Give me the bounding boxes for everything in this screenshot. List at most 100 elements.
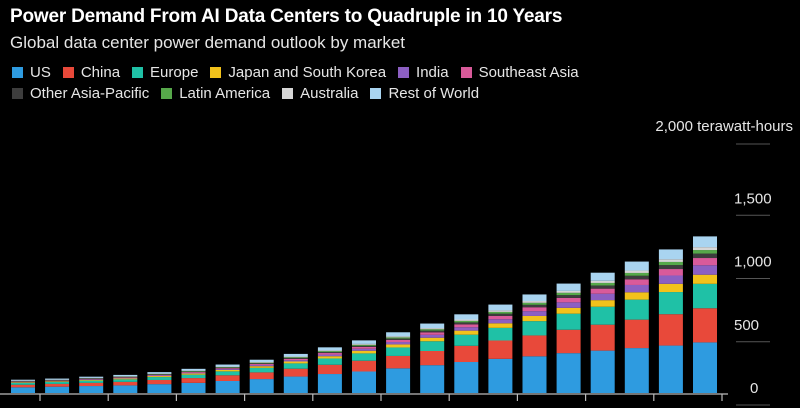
bar-segment	[215, 364, 240, 367]
bar-segment	[590, 272, 615, 281]
bar-segment	[454, 314, 479, 320]
bar-segment	[522, 301, 547, 303]
bar-segment	[522, 294, 547, 302]
bar-segment	[693, 258, 717, 266]
bar-segment	[624, 319, 649, 349]
bar-segment	[11, 382, 35, 383]
bar-segment	[624, 270, 649, 273]
legend-item: US	[12, 64, 51, 81]
bar-segment	[317, 352, 342, 354]
bar-segment	[556, 283, 581, 291]
bar-segment	[522, 311, 547, 316]
bar-segment	[658, 269, 683, 276]
bar-segment	[79, 378, 104, 380]
bar-segment	[215, 368, 240, 370]
bar-segment	[488, 315, 513, 320]
bar-segment	[79, 380, 104, 383]
bar-segment	[488, 358, 513, 393]
legend-label: China	[80, 64, 121, 81]
bar-segment	[522, 356, 547, 393]
bar-segment	[488, 304, 513, 311]
y-tick-label: 1,500	[734, 190, 772, 207]
bar-segment	[556, 329, 581, 354]
bar-segment	[283, 376, 308, 393]
bar-segment	[147, 374, 172, 376]
bar-segment	[317, 350, 342, 352]
y-tick-label: 1,000	[734, 254, 772, 271]
bar-segment	[317, 364, 342, 375]
bar-segment	[352, 360, 376, 372]
legend-swatch	[398, 67, 410, 78]
bar-segment	[215, 369, 240, 370]
bar-segment	[488, 311, 513, 314]
bar-segment	[454, 327, 479, 331]
legend-swatch	[460, 67, 472, 78]
bar-segment	[317, 356, 342, 359]
bar-segment	[488, 327, 513, 341]
bar-segment	[420, 329, 445, 331]
bar-segment	[11, 379, 35, 381]
bar-segment	[317, 374, 342, 393]
bar-segment	[454, 345, 479, 363]
legend-swatch	[282, 88, 294, 99]
legend-label: Rest of World	[388, 85, 480, 102]
bar-segment	[590, 288, 615, 294]
bar-segment	[79, 379, 104, 381]
bar-segment	[420, 341, 445, 352]
bar-segment	[352, 345, 376, 347]
bar-segment	[386, 339, 411, 343]
bar-segment	[249, 362, 274, 364]
bar-segment	[454, 319, 479, 321]
bar-segment	[522, 304, 547, 308]
bar-segment	[249, 364, 274, 366]
bar-segment	[624, 348, 649, 393]
bar-segment	[352, 353, 376, 361]
bar-segment	[45, 378, 70, 380]
bar-segment	[454, 324, 479, 328]
bar-segment	[79, 379, 104, 380]
bar-segment	[283, 357, 308, 358]
bar-segment	[693, 274, 717, 284]
legend-item: Europe	[132, 64, 198, 81]
legend-swatch	[161, 88, 173, 99]
bar-segment	[215, 380, 240, 393]
bar-segment	[147, 377, 172, 380]
bar-segment	[658, 283, 683, 293]
bar-segment	[556, 295, 581, 298]
bar-segment	[590, 324, 615, 351]
bar-segment	[11, 382, 35, 385]
bar-segment	[79, 382, 104, 387]
bar-segment	[556, 302, 581, 308]
legend-item: India	[398, 64, 449, 81]
bar-segment	[45, 383, 70, 387]
bar-segment	[454, 322, 479, 325]
bar-segment	[420, 337, 445, 342]
bar-segment	[693, 308, 717, 343]
bar-segment	[693, 236, 717, 248]
bar-segment	[693, 253, 717, 259]
bar-segment	[181, 382, 206, 393]
bar-segment	[624, 261, 649, 271]
bar-segment	[386, 347, 411, 356]
legend-item: Rest of World	[370, 85, 479, 102]
bar-segment	[181, 371, 206, 373]
bar-segment	[420, 365, 445, 393]
bar-segment	[113, 377, 138, 379]
bar-segment	[386, 342, 411, 345]
bar-segment	[113, 374, 138, 377]
bar-segment	[147, 384, 172, 393]
bar-segment	[522, 302, 547, 305]
bar-segment	[181, 370, 206, 372]
legend: US China Europe Japan and South Korea India S…	[12, 64, 712, 102]
bar-segment	[181, 372, 206, 374]
bar-segment	[522, 307, 547, 312]
bar-segment	[147, 375, 172, 377]
legend-swatch	[12, 88, 23, 99]
bar-segment	[454, 334, 479, 346]
legend-label: Other Asia-Pacific	[30, 85, 150, 102]
bar-segment	[249, 362, 274, 363]
bar-segment	[624, 275, 649, 280]
legend-swatch	[12, 67, 23, 78]
bar-segment	[420, 328, 445, 330]
